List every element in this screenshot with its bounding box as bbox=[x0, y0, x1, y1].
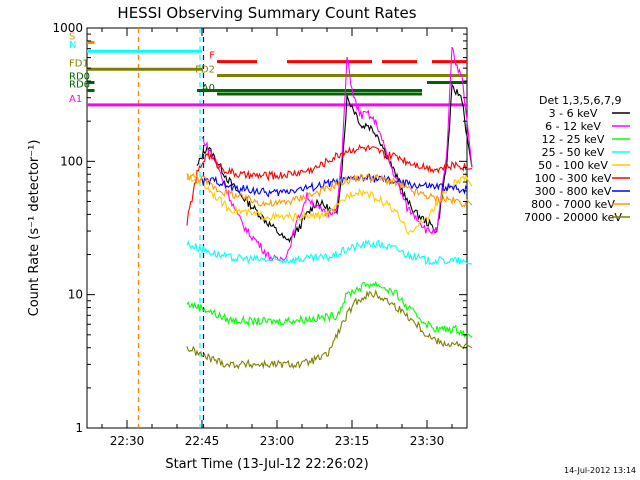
legend-label-6-12-kev: 6 - 12 keV bbox=[545, 120, 601, 133]
series-line-12-25-kev bbox=[186, 280, 473, 339]
plot-frame bbox=[86, 27, 468, 429]
x-axis: 22:30 22:45 23:00 23:15 23:30 bbox=[101, 28, 453, 448]
flag-label-a0: A0 bbox=[202, 83, 215, 94]
legend-label-100-300-kev: 100 - 300 keV bbox=[535, 172, 612, 185]
series-line-7000-20000-kev bbox=[186, 288, 473, 370]
x-tick-label-22-30: 22:30 bbox=[110, 434, 145, 448]
y-tick-label-10: 10 bbox=[68, 288, 83, 302]
vertical-lines bbox=[137, 28, 205, 428]
x-axis-label: Start Time (13-Jul-12 22:26:02) bbox=[165, 457, 368, 472]
flag-label-rd6: RD6 bbox=[69, 79, 90, 90]
series-line-100-300-kev bbox=[186, 143, 473, 226]
flag-label-fd2: FD2 bbox=[195, 65, 215, 76]
legend-label-12-25-kev: 12 - 25 keV bbox=[542, 133, 605, 146]
series-lines bbox=[186, 46, 473, 370]
series-line-25-50-kev bbox=[186, 238, 473, 266]
flag-label-fd1: FD1 bbox=[69, 58, 89, 69]
legend-label-25-50-kev: 25 - 50 keV bbox=[542, 146, 605, 159]
legend-label-300-800-kev: 300 - 800 keV bbox=[535, 185, 612, 198]
y-axis: 1 10 100 1000 bbox=[52, 21, 467, 435]
x-tick-label-23-30: 23:30 bbox=[410, 434, 445, 448]
series-line-50-100-kev bbox=[186, 172, 473, 236]
flag-label-n: N bbox=[69, 40, 76, 51]
y-tick-label-100: 100 bbox=[60, 154, 83, 168]
y-tick-label-1000: 1000 bbox=[52, 21, 83, 35]
x-tick-label-22-45: 22:45 bbox=[185, 434, 220, 448]
series-line-3-6-kev bbox=[196, 83, 473, 243]
timestamp: 14-Jul-2012 13:14 bbox=[564, 466, 636, 475]
flag-label-f: F bbox=[209, 51, 215, 62]
legend-label-800-7000-kev: 800 - 7000 keV bbox=[531, 198, 615, 211]
series-line-300-800-kev bbox=[201, 173, 468, 198]
flag-label-a1: A1 bbox=[69, 94, 82, 105]
legend-title: Det 1,3,5,6,7,9 bbox=[539, 94, 622, 107]
y-tick-label-1: 1 bbox=[75, 421, 83, 435]
legend-label-7000-20000-kev: 7000 - 20000 keV bbox=[524, 211, 622, 224]
series-line-6-12-kev bbox=[201, 46, 473, 262]
series-line-800-7000-kev bbox=[186, 172, 473, 208]
chart-title: HESSI Observing Summary Count Rates bbox=[117, 4, 416, 22]
flag-label-rd0: RD0 bbox=[69, 72, 90, 83]
flag-label-s: S bbox=[69, 31, 75, 42]
x-tick-label-23-00: 23:00 bbox=[260, 434, 295, 448]
y-axis-label: Count Rate (s⁻¹ detector⁻¹) bbox=[27, 140, 42, 317]
legend-label-50-100-kev: 50 - 100 keV bbox=[538, 159, 608, 172]
legend-label-3-6-kev: 3 - 6 keV bbox=[549, 107, 598, 120]
x-tick-label-23-15: 23:15 bbox=[335, 434, 370, 448]
